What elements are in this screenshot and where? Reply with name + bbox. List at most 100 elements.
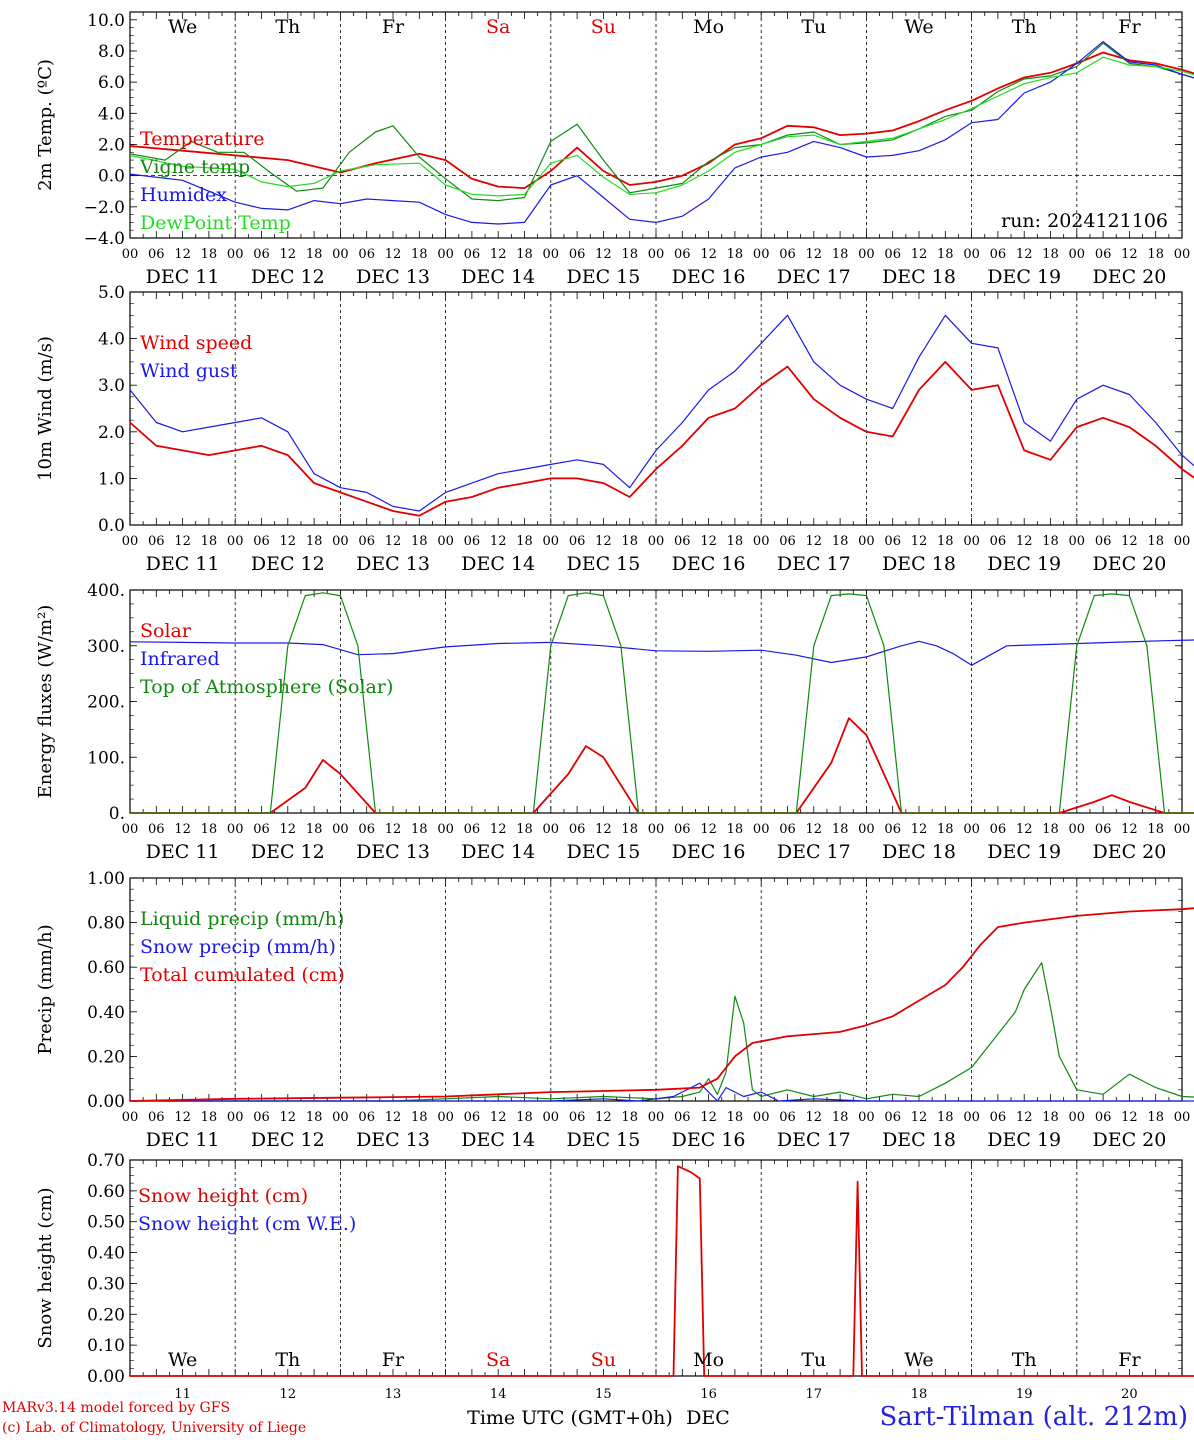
hour-tick-label: 18 (1147, 534, 1164, 549)
hour-tick-label: 18 (937, 822, 954, 837)
hour-tick-label: 18 (516, 534, 533, 549)
legend-entry: Snow height (cm) (138, 1185, 308, 1207)
hour-tick-label: 18 (411, 247, 428, 262)
panel-3: 400. 300. 200. 100. 0. Energy fluxes (W/m²) So… (35, 581, 1194, 863)
hour-tick-label: 12 (174, 822, 191, 837)
hour-tick-label: 18 (1042, 247, 1059, 262)
day-number: 18 (911, 1387, 928, 1402)
y-tick-label: 300. (87, 637, 125, 657)
weekday-label: We (904, 1349, 933, 1371)
hour-tick-label: 06 (148, 822, 165, 837)
date-label: DEC 12 (251, 841, 325, 863)
hour-tick-label: 00 (543, 822, 560, 837)
run-label: run: 2024121106 (1001, 210, 1168, 232)
hour-tick-label: 18 (937, 1110, 954, 1125)
hour-tick-label: 06 (1095, 247, 1112, 262)
y-tick-label: 0.0 (98, 516, 125, 536)
hour-tick-label: 18 (201, 1110, 218, 1125)
series-line-total-cumulated-cm- (129, 907, 1194, 1102)
hour-tick-label: 00 (227, 534, 244, 549)
hour-tick-label: 12 (700, 534, 717, 549)
series-line-wind-speed (129, 360, 1194, 517)
hour-tick-label: 06 (464, 534, 481, 549)
panel-frame (129, 589, 1183, 814)
y-tick-label: 200. (87, 693, 125, 713)
day-number: 11 (174, 1387, 191, 1402)
y-tick-label: 0.80 (87, 914, 125, 934)
hour-tick-label: 18 (832, 822, 849, 837)
day-number: 20 (1121, 1387, 1138, 1402)
hour-tick-label: 18 (411, 1110, 428, 1125)
hour-tick-label: 06 (358, 534, 375, 549)
hour-tick-label: 12 (700, 247, 717, 262)
hour-tick-label: 00 (858, 534, 875, 549)
legend-entry: Wind gust (140, 360, 238, 382)
series-line-snow-precip-mm-h- (130, 1082, 1194, 1102)
hour-tick-label: 00 (1174, 822, 1191, 837)
date-label: DEC 14 (461, 841, 535, 863)
hour-tick-label: 06 (253, 534, 270, 549)
hour-tick-label: 06 (1095, 1110, 1112, 1125)
y-tick-label: 0.40 (87, 1003, 125, 1023)
date-label: DEC 18 (882, 553, 956, 575)
legend-entry: Vigne temp (139, 156, 250, 178)
date-label: DEC 20 (1092, 1129, 1166, 1151)
hour-tick-label: 00 (648, 534, 665, 549)
y-tick-label: 0.00 (87, 1367, 125, 1387)
hour-tick-label: 12 (280, 822, 297, 837)
hour-tick-label: 12 (1016, 1110, 1033, 1125)
hour-tick-label: 06 (779, 1110, 796, 1125)
hour-tick-label: 12 (911, 822, 928, 837)
y-tick-label: 0.10 (87, 1336, 125, 1356)
hour-tick-label: 06 (674, 534, 691, 549)
hour-tick-label: 06 (990, 822, 1007, 837)
y-tick-label: 4.0 (98, 104, 125, 124)
y-tick-label: 6.0 (98, 73, 125, 93)
hour-tick-label: 00 (227, 247, 244, 262)
hour-tick-label: 00 (1174, 1110, 1191, 1125)
date-label: DEC 19 (987, 553, 1061, 575)
month-label: DEC (686, 1407, 730, 1429)
hour-tick-label: 06 (569, 1110, 586, 1125)
weekday-label: Su (591, 16, 616, 38)
hour-tick-label: 18 (832, 534, 849, 549)
hour-tick-label: 00 (332, 822, 349, 837)
hour-tick-label: 12 (174, 534, 191, 549)
weekday-label: Su (591, 1349, 616, 1371)
series-line-dewpoint-temp (129, 56, 1194, 197)
weekday-label: Th (275, 1349, 300, 1371)
hour-tick-label: 00 (753, 1110, 770, 1125)
hour-tick-label: 18 (727, 247, 744, 262)
date-label: DEC 15 (566, 266, 640, 288)
date-label: DEC 13 (356, 1129, 430, 1151)
panel-5: 0.70 0.60 0.50 0.40 0.30 0.20 0.10 0.00 Snow hei… (35, 1151, 1194, 1429)
hour-tick-label: 18 (411, 822, 428, 837)
hour-tick-label: 12 (385, 534, 402, 549)
hour-tick-label: 18 (306, 247, 323, 262)
hour-tick-label: 18 (201, 822, 218, 837)
hour-tick-label: 00 (437, 247, 454, 262)
weekday-label: We (168, 1349, 197, 1371)
weekday-label: Tu (801, 16, 826, 38)
series-line-wind-gust (129, 314, 1194, 512)
hour-tick-label: 00 (227, 822, 244, 837)
hour-tick-label: 06 (1095, 822, 1112, 837)
hour-tick-label: 18 (516, 1110, 533, 1125)
hour-tick-label: 18 (1042, 534, 1059, 549)
date-label: DEC 18 (882, 1129, 956, 1151)
hour-tick-label: 06 (569, 822, 586, 837)
y-tick-label: 3.0 (98, 376, 125, 396)
date-label: DEC 11 (146, 841, 220, 863)
y-tick-label: 5.0 (98, 283, 125, 303)
hour-tick-label: 06 (253, 1110, 270, 1125)
hour-tick-label: 12 (595, 822, 612, 837)
hour-tick-label: 00 (648, 1110, 665, 1125)
hour-tick-label: 12 (1016, 534, 1033, 549)
hour-tick-label: 18 (621, 822, 638, 837)
hour-tick-label: 12 (911, 247, 928, 262)
hour-tick-label: 18 (727, 1110, 744, 1125)
hour-tick-label: 18 (1147, 822, 1164, 837)
hour-tick-label: 00 (963, 534, 980, 549)
hour-tick-label: 12 (1016, 822, 1033, 837)
hour-tick-label: 12 (174, 247, 191, 262)
